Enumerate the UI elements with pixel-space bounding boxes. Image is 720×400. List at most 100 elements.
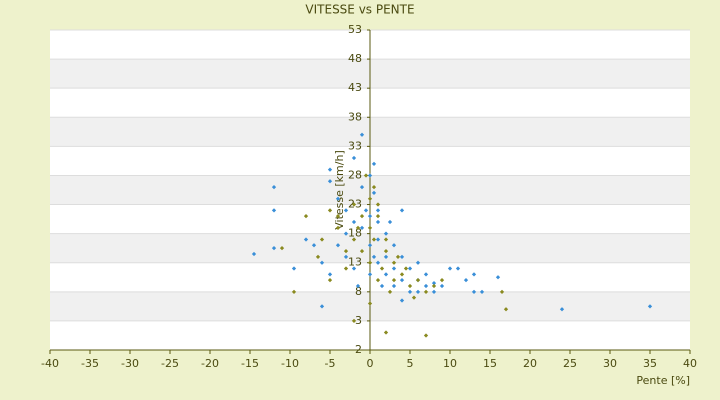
point <box>399 278 405 283</box>
point <box>403 266 409 271</box>
point <box>415 260 421 265</box>
x-axis-title: Pente [%] <box>636 374 690 387</box>
point <box>363 173 369 178</box>
point <box>371 190 377 196</box>
point <box>367 272 373 277</box>
x-tick-label: 10 <box>443 357 457 370</box>
point <box>387 289 393 294</box>
point <box>415 289 421 294</box>
point <box>311 243 317 248</box>
point <box>315 254 321 260</box>
point <box>367 243 373 248</box>
point <box>371 161 377 166</box>
point <box>415 278 421 283</box>
point <box>319 260 325 265</box>
point <box>335 196 341 201</box>
point <box>335 214 341 219</box>
point <box>351 237 357 242</box>
point <box>499 289 505 294</box>
point <box>395 254 401 260</box>
point <box>431 280 437 286</box>
point <box>335 243 341 248</box>
point <box>271 184 277 190</box>
point <box>423 289 429 294</box>
point <box>327 208 333 213</box>
point <box>471 272 477 277</box>
point <box>379 283 385 289</box>
point <box>327 167 333 172</box>
point <box>363 208 369 213</box>
point <box>447 266 453 271</box>
point <box>327 179 333 184</box>
point <box>367 260 373 265</box>
point <box>303 214 309 219</box>
y-axis-title: Vitesse [km/h] <box>333 150 346 230</box>
point <box>399 272 405 277</box>
point <box>391 260 397 265</box>
point <box>399 254 405 260</box>
x-tick-label: 35 <box>643 357 657 370</box>
x-tick-label: -5 <box>325 357 336 370</box>
point <box>359 248 365 254</box>
point <box>375 278 381 283</box>
point <box>463 278 469 283</box>
x-tick-label: 25 <box>563 357 577 370</box>
x-tick-label: 15 <box>483 357 497 370</box>
point <box>431 283 437 289</box>
point <box>479 289 485 294</box>
x-tick-label: -20 <box>201 357 219 370</box>
point <box>351 219 357 225</box>
point <box>367 196 373 201</box>
point <box>471 289 477 294</box>
point <box>431 289 437 294</box>
point <box>251 251 257 257</box>
point <box>387 219 393 225</box>
point <box>319 304 325 309</box>
point <box>327 272 333 277</box>
x-tick-label: -10 <box>281 357 299 370</box>
x-tick-label: 0 <box>367 357 374 370</box>
x-tick-label: -40 <box>41 357 59 370</box>
point <box>559 307 565 312</box>
point <box>423 333 429 338</box>
point <box>359 132 365 137</box>
point <box>455 266 461 271</box>
point <box>359 225 365 230</box>
point <box>383 237 389 242</box>
point <box>391 283 397 289</box>
point <box>303 237 309 242</box>
y-tick-label: 38 <box>348 110 362 123</box>
point <box>383 231 389 236</box>
chart-title: VITESSE vs PENTE <box>305 3 414 17</box>
point <box>367 214 373 219</box>
point <box>355 283 361 289</box>
point <box>423 283 429 289</box>
y-tick-label: 8 <box>355 285 362 298</box>
point <box>391 278 397 283</box>
x-tick-label: 5 <box>407 357 414 370</box>
point <box>647 304 653 309</box>
point <box>367 225 373 230</box>
point <box>391 266 397 271</box>
point <box>383 254 389 260</box>
point <box>319 237 325 242</box>
point <box>375 208 381 213</box>
point <box>327 278 333 283</box>
x-tick-label: -25 <box>161 357 179 370</box>
y-tick-label: 53 <box>348 23 362 36</box>
point <box>411 295 417 300</box>
point <box>503 307 509 312</box>
point <box>359 184 365 190</box>
point <box>351 155 357 161</box>
point <box>391 243 397 248</box>
point <box>343 231 349 236</box>
point <box>375 202 381 207</box>
point <box>343 208 349 213</box>
point <box>399 208 405 213</box>
point <box>371 184 377 190</box>
x-tick-label: 20 <box>523 357 537 370</box>
point <box>375 260 381 265</box>
point <box>343 266 349 271</box>
point <box>351 202 357 207</box>
point <box>383 248 389 254</box>
